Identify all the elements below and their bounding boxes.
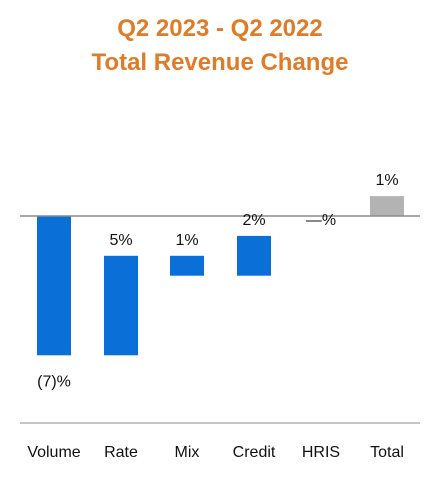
data-label-volume: (7)% <box>37 373 71 390</box>
data-label-rate: 5% <box>109 232 132 249</box>
data-label-total: 1% <box>375 172 398 189</box>
category-label-credit: Credit <box>233 444 276 461</box>
category-label-hris: HRIS <box>302 444 340 461</box>
chart-title-line-1: Q2 2023 - Q2 2022 <box>117 15 323 42</box>
chart-title-line-2: Total Revenue Change <box>91 49 349 76</box>
category-label-mix: Mix <box>175 444 200 461</box>
data-label-credit: 2% <box>242 212 265 229</box>
data-label-mix: 1% <box>175 232 198 249</box>
bar-mix <box>170 255 204 276</box>
category-label-total: Total <box>370 444 404 461</box>
data-label-hris: —% <box>306 212 336 229</box>
category-label-rate: Rate <box>104 444 138 461</box>
category-label-volume: Volume <box>27 444 80 461</box>
bar-volume <box>37 216 71 356</box>
bar-rate <box>104 255 138 356</box>
bar-credit <box>237 235 271 276</box>
bar-total <box>370 196 404 216</box>
